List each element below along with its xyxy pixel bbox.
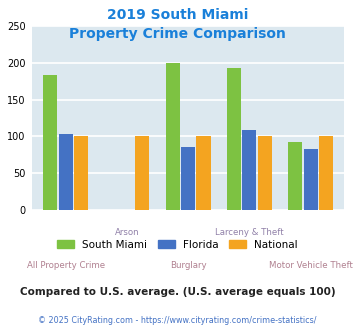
Bar — [304, 149, 318, 210]
Text: Compared to U.S. average. (U.S. average equals 100): Compared to U.S. average. (U.S. average … — [20, 287, 335, 297]
Bar — [196, 136, 211, 210]
Bar — [166, 63, 180, 210]
Text: © 2025 CityRating.com - https://www.cityrating.com/crime-statistics/: © 2025 CityRating.com - https://www.city… — [38, 316, 317, 325]
Bar — [288, 142, 302, 210]
Bar — [135, 136, 149, 210]
Bar — [43, 76, 58, 210]
Bar — [319, 136, 333, 210]
Bar — [227, 68, 241, 210]
Text: 2019 South Miami: 2019 South Miami — [107, 8, 248, 22]
Text: Arson: Arson — [115, 228, 139, 237]
Text: Property Crime Comparison: Property Crime Comparison — [69, 27, 286, 41]
Bar — [258, 136, 272, 210]
Legend: South Miami, Florida, National: South Miami, Florida, National — [53, 236, 302, 254]
Bar — [59, 134, 73, 210]
Text: Motor Vehicle Theft: Motor Vehicle Theft — [269, 261, 353, 270]
Text: Burglary: Burglary — [170, 261, 207, 270]
Text: Larceny & Theft: Larceny & Theft — [215, 228, 284, 237]
Bar — [181, 147, 195, 210]
Bar — [74, 136, 88, 210]
Text: All Property Crime: All Property Crime — [27, 261, 105, 270]
Bar — [242, 130, 256, 210]
